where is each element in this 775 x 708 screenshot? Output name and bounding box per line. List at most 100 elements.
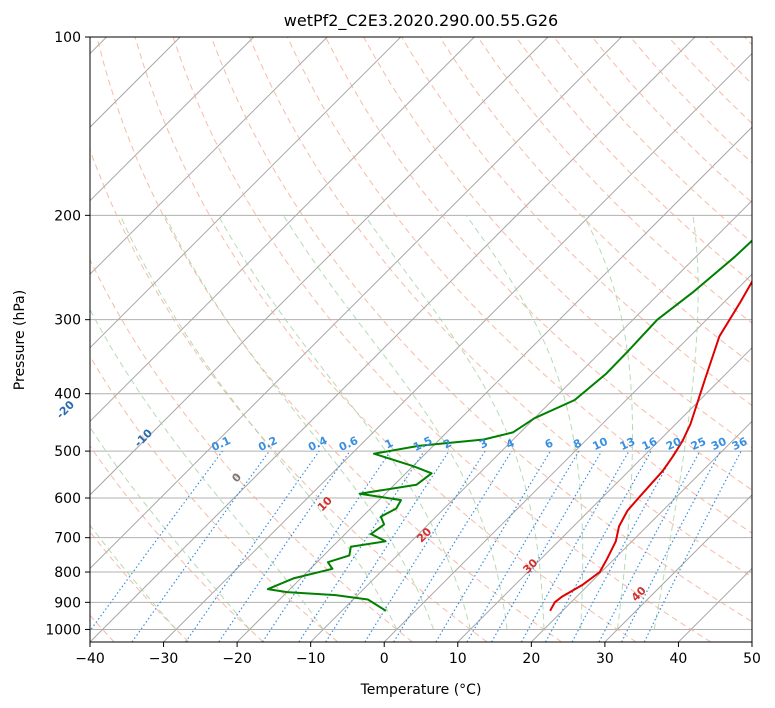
dry-adiabat-line — [629, 37, 752, 164]
dry-adiabat-line — [134, 37, 637, 642]
isotherm-line — [751, 641, 752, 642]
mixing-ratio-line — [298, 450, 425, 642]
mixing-ratio-label: 25 — [689, 435, 708, 453]
mixing-ratio-line — [325, 450, 450, 642]
moist-adiabat-line — [465, 215, 584, 630]
thermo-lines — [90, 37, 752, 642]
isotherm-line — [530, 420, 752, 642]
dry-adiabat-line — [439, 37, 752, 365]
y-tick-label: 100 — [54, 30, 81, 46]
mixing-ratio-label: 6 — [543, 436, 556, 451]
dry-adiabat-line — [90, 258, 413, 642]
x-tick-label: 40 — [670, 651, 688, 667]
isotherm-line — [90, 37, 622, 570]
y-axis: 1000 900 800 700 600 500 400 300 200 100 — [45, 30, 90, 638]
dry-adiabat-label: 30 — [520, 556, 540, 576]
dry-adiabat-line — [90, 531, 190, 642]
x-tick-label: 50 — [743, 651, 761, 667]
dewpoint-profile-line — [266, 239, 752, 612]
profile-lines — [266, 239, 752, 612]
dry-adiabat-line — [248, 37, 752, 578]
moist-adiabat-line — [119, 215, 398, 630]
isotherm-line — [90, 37, 475, 423]
plot-frame — [89, 36, 753, 643]
dry-adiabat-line — [706, 37, 752, 85]
mixing-ratio-line — [90, 450, 223, 632]
x-axis: −40 −30 −20 −10 0 10 20 30 40 50 — [75, 642, 761, 667]
moist-adiabat-line — [164, 215, 435, 630]
dry-adiabat-line — [286, 37, 752, 534]
moist-adiabat-line — [90, 426, 251, 630]
y-tick-label: 400 — [54, 387, 81, 403]
x-tick-label: 20 — [522, 651, 540, 667]
isotherm-line — [383, 273, 752, 642]
mixing-ratio-line — [435, 450, 552, 642]
x-tick-label: 0 — [380, 651, 389, 667]
mixing-ratio-line — [520, 450, 630, 642]
mixing-ratio-line — [364, 450, 486, 642]
mixing-ratio-label: 16 — [640, 435, 660, 453]
y-tick-label: 300 — [54, 313, 81, 329]
moist-adiabat-line — [653, 215, 699, 630]
dry-adiabat-line — [591, 37, 752, 204]
mixing-ratio-line — [131, 450, 270, 642]
isotherm-line — [90, 37, 255, 202]
dry-adiabat-line — [515, 37, 752, 284]
dry-adiabat-line — [668, 37, 752, 125]
mixing-ratio-line — [643, 450, 742, 642]
y-tick-label: 500 — [54, 444, 81, 460]
mixing-ratio-label: 20 — [664, 435, 684, 453]
moist-adiabat-line — [364, 215, 545, 630]
x-tick-label: −40 — [75, 651, 105, 667]
isotherm-line — [90, 37, 696, 642]
isotherm-line — [457, 347, 752, 642]
y-axis-title: Pressure (hPa) — [12, 290, 28, 390]
isotherm-line — [678, 567, 752, 642]
y-tick-label: 700 — [54, 531, 81, 547]
dry-adiabat-line — [325, 37, 752, 491]
mixing-ratio-label: 30 — [709, 435, 729, 453]
dry-adiabat-line — [172, 37, 712, 642]
x-tick-label: 30 — [596, 651, 614, 667]
moist-adiabat-line — [90, 308, 324, 630]
dry-adiabat-line — [90, 355, 339, 642]
moist-adiabat-line — [583, 215, 633, 630]
isotherm-line — [604, 494, 752, 642]
mixing-ratio-line — [185, 450, 320, 642]
dry-adiabat-line — [553, 37, 752, 244]
y-tick-label: 600 — [54, 491, 81, 507]
mixing-ratio-line — [545, 450, 652, 642]
temperature-profile-line — [549, 279, 752, 612]
dry-adiabat-label: -10 — [132, 426, 155, 449]
mixing-ratio-line — [571, 450, 676, 642]
x-tick-label: −30 — [149, 651, 179, 667]
mixing-ratio-label: 36 — [730, 435, 750, 453]
moist-adiabat-line — [217, 215, 471, 630]
mixing-ratio-line — [393, 450, 513, 642]
moist-adiabat-line — [282, 215, 508, 630]
x-tick-label: 10 — [449, 651, 467, 667]
chart-title: wetPf2_C2E3.2020.290.00.55.G26 — [284, 11, 558, 31]
dry-adiabat-line — [90, 445, 264, 642]
dry-adiabat-line — [90, 148, 488, 642]
y-tick-label: 800 — [54, 565, 81, 581]
mixing-ratio-label: 13 — [618, 435, 637, 453]
mixing-ratio-label: 2 — [441, 436, 453, 451]
dry-adiabat-line — [210, 37, 752, 623]
isotherm-line — [236, 126, 752, 642]
x-tick-label: −10 — [296, 651, 326, 667]
isotherm-line — [90, 37, 328, 275]
y-tick-label: 1000 — [45, 622, 81, 638]
isotherm-line — [163, 52, 752, 642]
dry-adiabat-line — [744, 37, 752, 46]
y-tick-label: 200 — [54, 208, 81, 224]
dry-adiabat-line — [96, 37, 562, 642]
x-tick-label: −20 — [222, 651, 252, 667]
isotherm-line — [90, 37, 549, 496]
moist-adiabat-line — [90, 524, 177, 630]
dry-adiabat-line — [477, 37, 752, 324]
mixing-ratio-label: 10 — [590, 435, 610, 453]
mixing-ratio-line — [261, 450, 391, 642]
